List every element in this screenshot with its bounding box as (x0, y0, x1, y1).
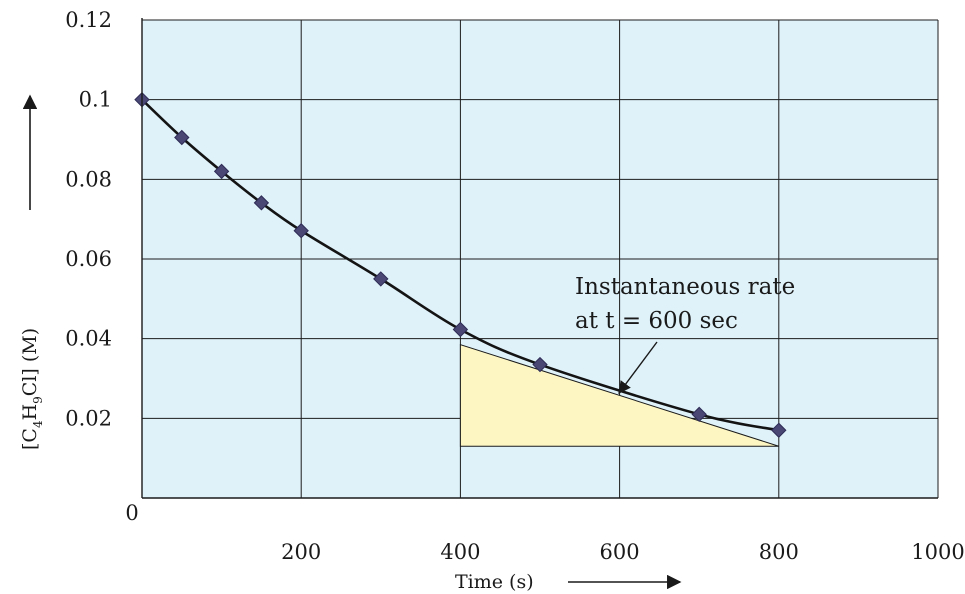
y-axis-label: [C4H9Cl] (M) (19, 328, 45, 450)
y-axis-label-group: [C4H9Cl] (M) (19, 328, 45, 450)
x-axis-label: Time (s) (455, 571, 534, 593)
data-point (293, 223, 309, 239)
data-point (532, 356, 548, 373)
data-point (174, 129, 190, 146)
y-tick-label: 0.04 (65, 327, 112, 351)
data-point (213, 163, 230, 180)
annotation-arrow (618, 341, 658, 395)
x-tick-label: 400 (440, 540, 480, 564)
y-tick-label: 0.12 (65, 8, 112, 32)
data-point (253, 195, 270, 211)
y-tick-label: 0.08 (65, 167, 112, 191)
y-tick-label: 0.06 (65, 247, 112, 271)
axes (141, 18, 938, 499)
x-tick-label: 800 (759, 540, 799, 564)
grid (142, 19, 939, 498)
data-point (452, 321, 469, 338)
data-points (134, 91, 787, 438)
annotation-line-1: Instantaneous rate (575, 274, 795, 300)
annotation-line-2: at t = 600 sec (575, 308, 738, 334)
x-tick-label: 200 (281, 540, 321, 564)
x-tick-label: 1000 (911, 540, 964, 564)
y-tick-label: 0.1 (79, 88, 112, 112)
y-tick-label: 0.02 (65, 406, 112, 430)
x-tick-label: 0 (125, 501, 138, 525)
data-point (691, 406, 707, 423)
data-point (771, 422, 787, 438)
tick-labels: 0.02 0.04 0.06 0.08 0.1 0.12 0 200 400 600 800 1000 (65, 8, 964, 564)
data-point (373, 271, 389, 287)
x-tick-label: 600 (600, 540, 640, 564)
